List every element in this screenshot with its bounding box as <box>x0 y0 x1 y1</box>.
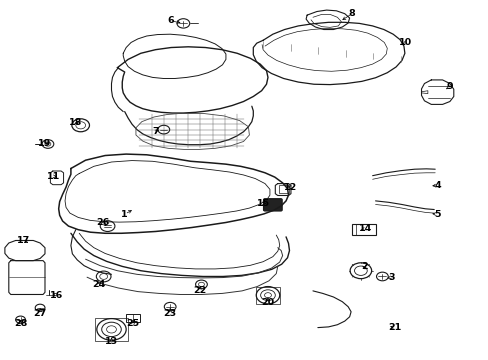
Bar <box>351 224 375 235</box>
Text: 28: 28 <box>14 319 27 328</box>
Text: 5: 5 <box>433 210 440 219</box>
Text: 13: 13 <box>105 337 118 346</box>
Bar <box>278 185 288 193</box>
Text: 27: 27 <box>33 309 47 318</box>
Text: 9: 9 <box>446 82 452 91</box>
Bar <box>256 287 279 304</box>
Text: 25: 25 <box>126 319 139 328</box>
Text: 14: 14 <box>358 224 372 233</box>
Text: 19: 19 <box>38 139 52 148</box>
Text: 8: 8 <box>348 9 355 18</box>
Text: 26: 26 <box>96 218 109 227</box>
Text: 11: 11 <box>47 172 61 181</box>
Text: 15: 15 <box>256 199 269 208</box>
FancyBboxPatch shape <box>263 199 282 211</box>
Text: 12: 12 <box>284 183 297 192</box>
Text: 22: 22 <box>192 287 206 295</box>
Text: 16: 16 <box>49 291 63 300</box>
Text: 24: 24 <box>92 280 105 289</box>
Text: 1: 1 <box>121 210 128 219</box>
Text: 2: 2 <box>360 262 367 271</box>
Text: 6: 6 <box>167 16 174 25</box>
Text: 23: 23 <box>163 309 176 318</box>
Text: 10: 10 <box>399 38 411 47</box>
Text: 18: 18 <box>69 118 82 127</box>
Text: 7: 7 <box>152 127 159 136</box>
Text: 17: 17 <box>17 236 30 245</box>
Text: 20: 20 <box>261 298 274 307</box>
Text: 3: 3 <box>387 273 394 282</box>
Bar <box>126 314 140 322</box>
Bar <box>95 318 127 341</box>
Text: 21: 21 <box>387 323 401 332</box>
Text: 4: 4 <box>433 181 440 190</box>
